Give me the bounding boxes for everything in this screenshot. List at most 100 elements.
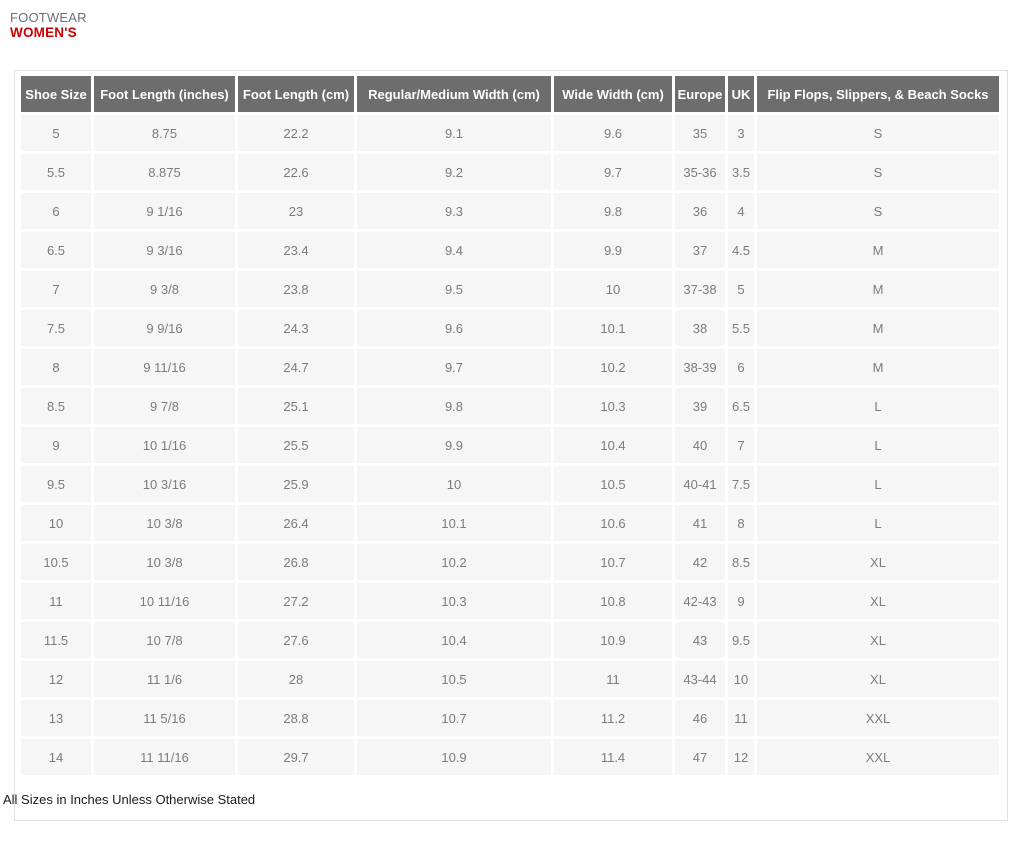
table-cell: 27.2 — [238, 583, 354, 619]
table-cell: 40 — [675, 427, 725, 463]
table-cell: 28.8 — [238, 700, 354, 736]
table-row: 9.5 10 3/16 25.9 10 10.5 40-41 7.5 L — [21, 466, 999, 502]
table-cell: 43-44 — [675, 661, 725, 697]
table-cell: 9 7/8 — [94, 388, 235, 424]
table-cell: 23.8 — [238, 271, 354, 307]
table-cell: 46 — [675, 700, 725, 736]
table-cell: 22.6 — [238, 154, 354, 190]
table-row: 5 8.75 22.2 9.1 9.6 35 3 S — [21, 115, 999, 151]
table-cell: XL — [757, 661, 999, 697]
header-row: Shoe Size Foot Length (inches) Foot Length… — [21, 76, 999, 112]
table-cell: 9.5 — [21, 466, 91, 502]
table-cell: 10 — [21, 505, 91, 541]
table-cell: 10.1 — [554, 310, 672, 346]
table-cell: 11.4 — [554, 739, 672, 775]
table-cell: 10.9 — [357, 739, 551, 775]
table-cell: 9 9/16 — [94, 310, 235, 346]
table-cell: 26.8 — [238, 544, 354, 580]
table-cell: 40-41 — [675, 466, 725, 502]
table-cell: L — [757, 388, 999, 424]
table-cell: 11.2 — [554, 700, 672, 736]
table-cell: M — [757, 271, 999, 307]
table-cell: 10 7/8 — [94, 622, 235, 658]
table-cell: 26.4 — [238, 505, 354, 541]
table-cell: 38 — [675, 310, 725, 346]
table-cell: 9 3/8 — [94, 271, 235, 307]
table-cell: 10.7 — [357, 700, 551, 736]
table-cell: 37-38 — [675, 271, 725, 307]
table-cell: 35-36 — [675, 154, 725, 190]
table-row: 13 11 5/16 28.8 10.7 11.2 46 11 XXL — [21, 700, 999, 736]
size-chart-container: Shoe Size Foot Length (inches) Foot Length… — [3, 70, 1008, 821]
table-cell: 35 — [675, 115, 725, 151]
table-cell: XL — [757, 622, 999, 658]
table-cell: 8.75 — [94, 115, 235, 151]
table-cell: 10.5 — [554, 466, 672, 502]
table-cell: 7 — [21, 271, 91, 307]
table-cell: 14 — [21, 739, 91, 775]
table-cell: 6.5 — [21, 232, 91, 268]
table-cell: 5 — [21, 115, 91, 151]
table-cell: 9.8 — [357, 388, 551, 424]
table-cell: 10.5 — [21, 544, 91, 580]
table-cell: 7 — [728, 427, 754, 463]
table-cell: 10 — [554, 271, 672, 307]
table-cell: 10.7 — [554, 544, 672, 580]
table-cell: 13 — [21, 700, 91, 736]
table-cell: 27.6 — [238, 622, 354, 658]
table-cell: 29.7 — [238, 739, 354, 775]
footnote: All Sizes in Inches Unless Otherwise Sta… — [3, 792, 256, 807]
table-cell: 5 — [728, 271, 754, 307]
table-row: 10.5 10 3/8 26.8 10.2 10.7 42 8.5 XL — [21, 544, 999, 580]
table-cell: 9.7 — [357, 349, 551, 385]
table-cell: 9.9 — [357, 427, 551, 463]
table-row: 12 11 1/6 28 10.5 11 43-44 10 XL — [21, 661, 999, 697]
table-cell: 11 — [728, 700, 754, 736]
table-cell: S — [757, 193, 999, 229]
table-cell: 3 — [728, 115, 754, 151]
table-row: 7.5 9 9/16 24.3 9.6 10.1 38 5.5 M — [21, 310, 999, 346]
table-cell: 38-39 — [675, 349, 725, 385]
table-cell: 4.5 — [728, 232, 754, 268]
table-cell: 9.5 — [357, 271, 551, 307]
table-row: 8.5 9 7/8 25.1 9.8 10.3 39 6.5 L — [21, 388, 999, 424]
page-header: FOOTWEAR WOMEN'S — [10, 10, 87, 40]
table-cell: 25.1 — [238, 388, 354, 424]
table-row: 11.5 10 7/8 27.6 10.4 10.9 43 9.5 XL — [21, 622, 999, 658]
table-cell: 6 — [21, 193, 91, 229]
table-cell: XL — [757, 583, 999, 619]
table-cell: 10 1/16 — [94, 427, 235, 463]
table-row: 6.5 9 3/16 23.4 9.4 9.9 37 4.5 M — [21, 232, 999, 268]
table-cell: 10.2 — [554, 349, 672, 385]
table-body: 5 8.75 22.2 9.1 9.6 35 3 S 5.5 8.875 22.6 9.2 9.7 35-… — [21, 115, 999, 775]
table-cell: 5.5 — [728, 310, 754, 346]
table-cell: 9 11/16 — [94, 349, 235, 385]
column-header-5: Europe — [675, 76, 725, 112]
table-cell: XXL — [757, 739, 999, 775]
table-cell: 9.2 — [357, 154, 551, 190]
table-cell: 10.9 — [554, 622, 672, 658]
table-cell: 39 — [675, 388, 725, 424]
table-cell: 42-43 — [675, 583, 725, 619]
table-cell: 9.7 — [554, 154, 672, 190]
size-chart-table: Shoe Size Foot Length (inches) Foot Length… — [18, 73, 1002, 778]
table-cell: 10 3/8 — [94, 505, 235, 541]
table-cell: 11 — [21, 583, 91, 619]
table-cell: 24.7 — [238, 349, 354, 385]
category-label: FOOTWEAR — [10, 10, 87, 25]
table-cell: 8 — [21, 349, 91, 385]
table-cell: 25.5 — [238, 427, 354, 463]
table-cell: 9.6 — [357, 310, 551, 346]
table-cell: 10.1 — [357, 505, 551, 541]
table-cell: 9.9 — [554, 232, 672, 268]
column-header-7: Flip Flops, Slippers, & Beach Socks — [757, 76, 999, 112]
table-cell: 47 — [675, 739, 725, 775]
table-cell: 8.875 — [94, 154, 235, 190]
table-cell: 10.4 — [357, 622, 551, 658]
table-cell: 10.6 — [554, 505, 672, 541]
table-cell: 6 — [728, 349, 754, 385]
table-cell: 12 — [728, 739, 754, 775]
table-cell: 7.5 — [728, 466, 754, 502]
